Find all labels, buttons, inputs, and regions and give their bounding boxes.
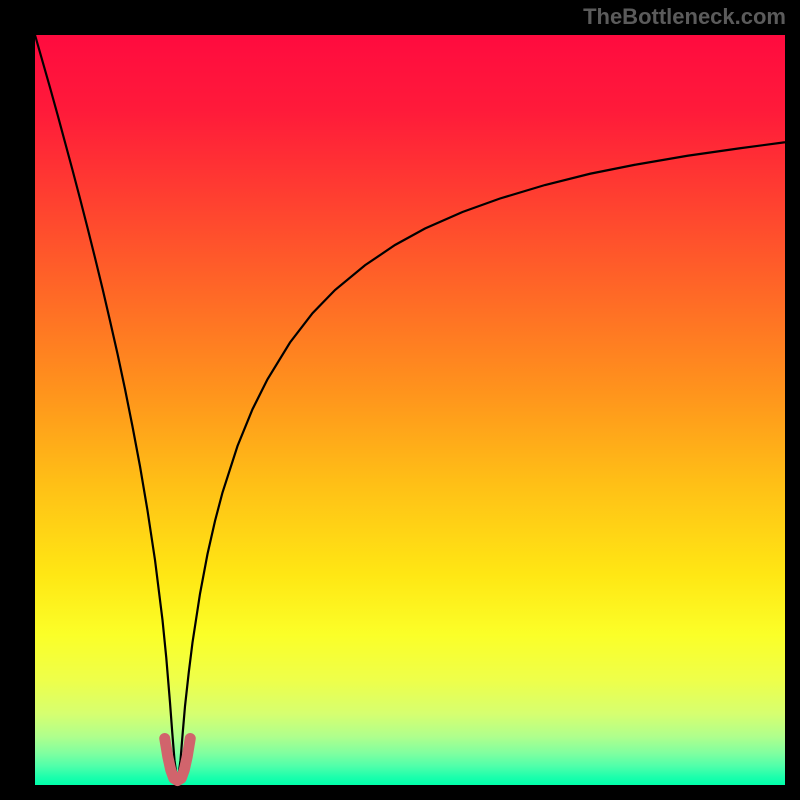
chart-svg xyxy=(0,0,800,800)
plot-background xyxy=(35,35,785,785)
watermark-text: TheBottleneck.com xyxy=(583,4,786,30)
